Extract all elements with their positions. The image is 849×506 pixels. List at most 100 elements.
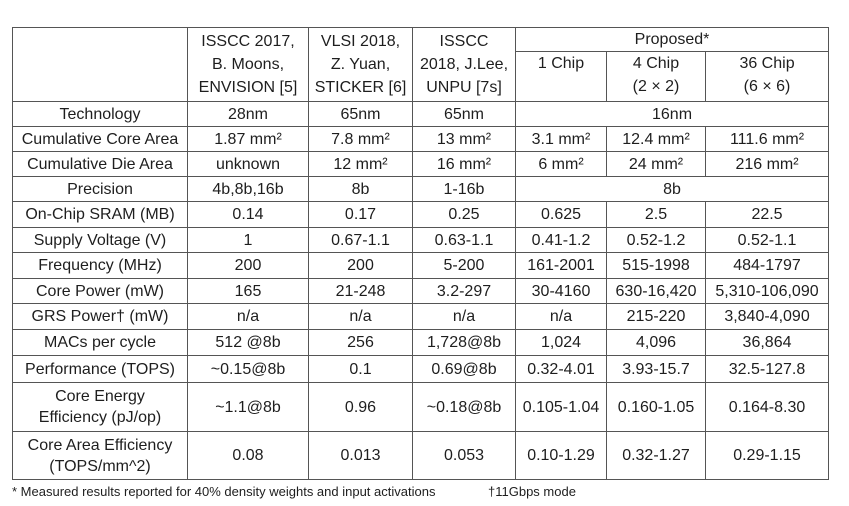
table-cell: 36,864 — [704, 329, 830, 356]
table-cell: 28nm — [187, 101, 309, 127]
table-cell: 200 — [308, 252, 413, 279]
table-cell: unknown — [187, 151, 309, 177]
cell-line: (2 × 2) — [632, 78, 680, 95]
comparison-table: ISSCC 2017, B. Moons, ENVISION [5] VLSI 201… — [12, 27, 830, 480]
table-cell: 0.625 — [515, 201, 607, 228]
table-cell: 7.8 mm² — [308, 126, 413, 152]
table-cell: 4,096 — [606, 329, 706, 356]
cell-line: (6 × 6) — [743, 78, 791, 95]
cell-line: B. Moons, — [211, 56, 285, 73]
table-row: Frequency (MHz) 200 200 5-200 161-2001 515-19… — [12, 252, 830, 279]
table-row: Cumulative Die Area unknown 12 mm² 16 mm² 6 … — [12, 151, 830, 177]
row-label: Precision — [12, 176, 188, 202]
row-label: Technology — [12, 101, 188, 127]
row-label: Core Area Efficiency (TOPS/mm^2) — [12, 431, 188, 480]
table-cell: n/a — [412, 303, 516, 330]
table-row: Core Power (mW) 165 21-248 3.2-297 30-4160 63… — [12, 278, 830, 304]
table-cell: 515-1998 — [606, 252, 706, 279]
table-cell: 1 — [187, 227, 309, 253]
cell-line: ENVISION [5] — [198, 79, 298, 96]
subcolumn-header: 4 Chip (2 × 2) — [606, 51, 706, 102]
table-row: Core Area Efficiency (TOPS/mm^2) 0.08 0.013… — [12, 431, 830, 480]
table-row: Technology 28nm 65nm 65nm 16nm — [12, 101, 830, 127]
table-cell: 22.5 — [704, 201, 830, 228]
table-cell: 32.5-127.8 — [704, 355, 830, 383]
table-cell: n/a — [187, 303, 309, 330]
table-cell: 5,310-106,090 — [704, 278, 830, 304]
cell-line: Cumulative Core Area — [21, 130, 179, 148]
table-cell: 0.63-1.1 — [412, 227, 516, 253]
table-cell: 111.6 mm² — [704, 126, 830, 152]
row-label: On-Chip SRAM (MB) — [12, 201, 188, 228]
cell-line: Supply Voltage (V) — [33, 231, 167, 249]
cell-line: ISSCC 2017, — [201, 33, 295, 50]
table-cell: 0.14 — [187, 201, 309, 228]
table-cell: 1.87 mm² — [187, 126, 309, 152]
table-cell: n/a — [308, 303, 413, 330]
table-cell: 200 — [187, 252, 309, 279]
table-cell: 65nm — [412, 101, 516, 127]
cell-line: 4 Chip — [632, 55, 680, 72]
table-row: MACs per cycle 512 @8b 256 1,728@8b 1,024 4,0… — [12, 329, 830, 356]
table-row: Supply Voltage (V) 1 0.67-1.1 0.63-1.1 0.41-… — [12, 227, 830, 253]
table-cell: 3.1 mm² — [515, 126, 607, 152]
table-cell: 0.67-1.1 — [308, 227, 413, 253]
table-cell: 24 mm² — [606, 151, 706, 177]
table-cell: 484-1797 — [704, 252, 830, 279]
table-cell: 21-248 — [308, 278, 413, 304]
cell-line: VLSI 2018, — [320, 33, 401, 50]
table-cell: 0.105-1.04 — [515, 382, 607, 432]
row-label: GRS Power† (mW) — [12, 303, 188, 330]
table-cell: 0.053 — [412, 431, 516, 480]
cell-line: Z. Yuan, — [330, 56, 391, 73]
table-cell: 0.08 — [187, 431, 309, 480]
corner-cell — [12, 27, 188, 102]
column-header: VLSI 2018, Z. Yuan, STICKER [6] — [308, 27, 413, 102]
cell-line: On-Chip SRAM (MB) — [25, 206, 175, 223]
table-cell: 0.69@8b — [412, 355, 516, 383]
table-cell: 216 mm² — [704, 151, 830, 177]
table-cell: 8b — [514, 176, 830, 202]
subcolumn-header: 1 Chip — [515, 51, 607, 102]
table-cell: 0.164-8.30 — [704, 382, 830, 432]
table-cell: 215-220 — [606, 303, 706, 330]
cell-line: Core Area Efficiency — [27, 436, 173, 454]
cell-line: 1 Chip — [537, 55, 585, 72]
row-label: Supply Voltage (V) — [12, 227, 188, 253]
table-cell: 0.1 — [308, 355, 413, 383]
group-header: Proposed* — [514, 27, 830, 52]
table-cell: 12 mm² — [308, 151, 413, 177]
column-header: ISSCC 2017, B. Moons, ENVISION [5] — [187, 27, 309, 102]
row-label: Frequency (MHz) — [12, 252, 188, 279]
cell-line: Precision — [67, 180, 133, 198]
table-cell: 512 @8b — [187, 329, 309, 356]
table-cell: 13 mm² — [412, 126, 516, 152]
table-cell: 6 mm² — [515, 151, 607, 177]
table-cell: 1,024 — [515, 329, 607, 356]
table-cell: 1-16b — [412, 176, 516, 202]
table-cell: 256 — [308, 329, 413, 356]
table-cell: 3,840-4,090 — [704, 303, 830, 330]
cell-line: Technology — [59, 105, 141, 123]
table-row: On-Chip SRAM (MB) 0.14 0.17 0.25 0.625 2.5 22.… — [12, 201, 830, 228]
cell-line: UNPU [7s] — [426, 79, 502, 96]
cell-line: Frequency (MHz) — [38, 257, 162, 274]
table-cell: 4b,8b,16b — [187, 176, 309, 202]
table-cell: ~1.1@8b — [187, 382, 309, 432]
table-row: Performance (TOPS) ~0.15@8b 0.1 0.69@8b 0.32… — [12, 355, 830, 383]
cell-line: Cumulative Die Area — [27, 155, 173, 173]
table-cell: 2.5 — [606, 201, 706, 228]
table-cell: n/a — [515, 303, 607, 330]
table-cell: 0.25 — [412, 201, 516, 228]
cell-line: Performance (TOPS) — [25, 360, 175, 378]
table-cell: 3.93-15.7 — [606, 355, 706, 383]
cell-line: ISSCC — [439, 33, 489, 50]
cell-line: STICKER [6] — [314, 79, 407, 96]
header-row: 1 Chip 4 Chip (2 × 2) 36 Chip (6 × 6) — [13, 51, 830, 102]
row-label: Performance (TOPS) — [12, 355, 188, 383]
table-body: ISSCC 2017, B. Moons, ENVISION [5] VLSI 201… — [12, 27, 830, 480]
row-label: Core Energy Efficiency (pJ/op) — [12, 382, 188, 432]
table-cell: 0.013 — [308, 431, 413, 480]
subcolumn-header: 36 Chip (6 × 6) — [704, 51, 830, 102]
cell-line: Core Power (mW) — [35, 282, 164, 300]
